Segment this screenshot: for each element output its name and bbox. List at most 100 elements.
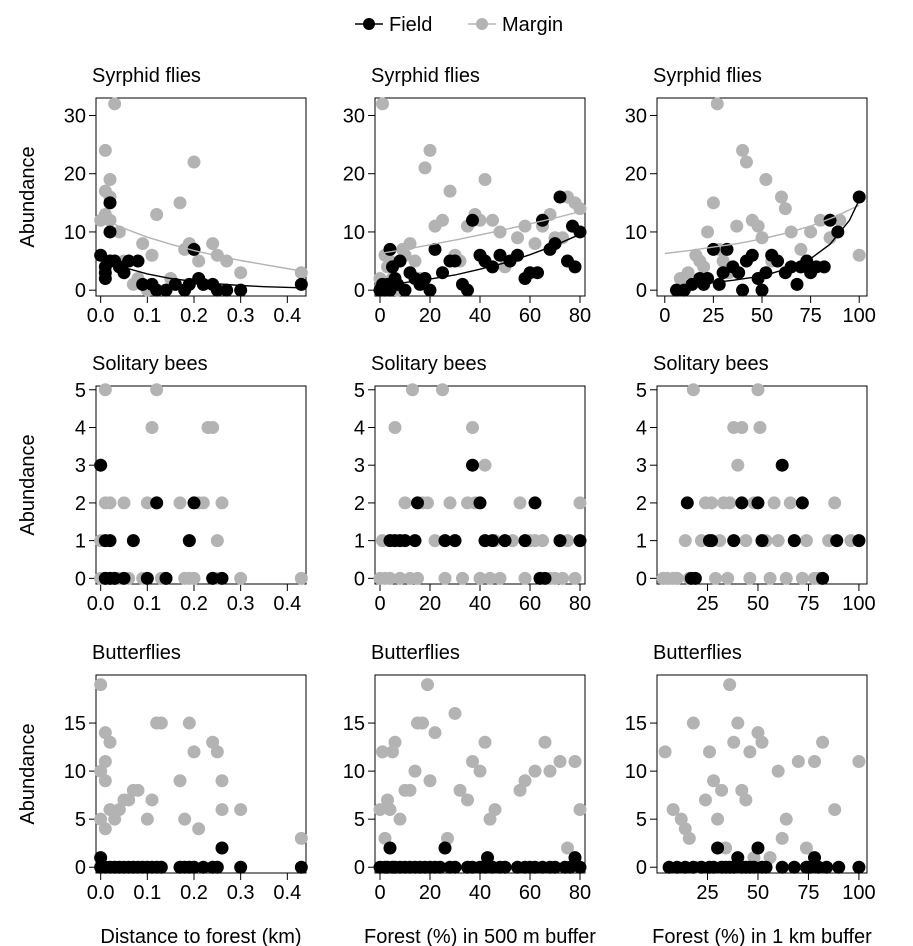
data-point-field xyxy=(140,571,154,585)
x-tick-label: 25 xyxy=(702,305,724,327)
data-point-margin xyxy=(438,571,452,585)
data-point-margin xyxy=(686,716,700,730)
x-axis-label: Forest (%) in 1 km buffer xyxy=(652,926,872,946)
data-point-field xyxy=(466,458,479,472)
y-tick-label: 15 xyxy=(625,713,647,735)
data-point-field xyxy=(234,283,248,297)
data-point-field xyxy=(759,860,773,874)
data-point-field xyxy=(150,496,164,510)
y-tick-label: 2 xyxy=(636,493,647,515)
data-point-margin xyxy=(488,803,502,817)
data-point-margin xyxy=(791,755,805,769)
x-tick-label: 0.2 xyxy=(180,593,208,615)
data-point-field xyxy=(701,272,715,286)
data-point-margin xyxy=(403,237,417,251)
data-point-field xyxy=(428,242,442,256)
data-point-margin xyxy=(150,207,164,221)
panel-title: Syrphid flies xyxy=(92,65,201,87)
data-point-field xyxy=(706,242,720,256)
data-point-margin xyxy=(715,783,729,797)
x-tick-label: 60 xyxy=(519,305,541,327)
y-tick-label: 3 xyxy=(636,455,647,477)
data-point-margin xyxy=(108,97,122,111)
data-point-margin xyxy=(573,803,587,817)
data-point-margin xyxy=(709,571,723,585)
data-point-margin xyxy=(206,237,220,251)
data-point-margin xyxy=(536,534,549,548)
data-point-margin xyxy=(759,173,773,187)
data-point-field xyxy=(220,283,234,297)
data-point-field xyxy=(126,534,140,548)
data-point-margin xyxy=(98,755,112,769)
y-tick-label: 10 xyxy=(343,761,365,783)
data-point-margin xyxy=(483,571,497,585)
data-point-margin xyxy=(816,735,830,749)
data-point-margin xyxy=(94,678,108,692)
data-point-field xyxy=(398,283,412,297)
data-point-margin xyxy=(513,783,527,797)
x-tick-label: 100 xyxy=(842,593,875,615)
data-point-margin xyxy=(145,248,159,262)
y-tick-label: 30 xyxy=(343,105,365,127)
x-tick-label: 40 xyxy=(469,305,491,327)
data-point-field xyxy=(210,283,224,297)
data-point-margin xyxy=(187,745,201,759)
x-tick-label: 0.2 xyxy=(180,882,208,904)
data-point-field xyxy=(573,534,587,548)
data-point-field xyxy=(817,260,831,274)
data-point-margin xyxy=(518,219,532,233)
data-point-margin xyxy=(408,254,422,268)
data-point-margin xyxy=(428,726,442,740)
x-tick-label: 25 xyxy=(696,593,718,615)
data-point-margin xyxy=(206,735,220,749)
data-point-field xyxy=(538,571,552,585)
data-point-margin xyxy=(799,841,813,855)
data-point-margin xyxy=(112,803,126,817)
data-point-margin xyxy=(795,571,809,585)
data-point-margin xyxy=(411,571,424,585)
x-tick-label: 0 xyxy=(374,593,385,615)
x-tick-label: 0.4 xyxy=(273,593,301,615)
data-point-field xyxy=(830,534,844,548)
data-point-margin xyxy=(739,155,753,169)
data-point-margin xyxy=(423,774,437,788)
y-tick-label: 10 xyxy=(64,761,86,783)
x-tick-label: 0 xyxy=(659,305,670,327)
data-point-margin xyxy=(711,812,725,826)
x-tick-label: 80 xyxy=(569,305,591,327)
data-point-margin xyxy=(182,716,196,730)
data-point-margin xyxy=(453,783,467,797)
data-point-margin xyxy=(403,783,417,797)
data-point-field xyxy=(196,860,210,874)
panel-frame xyxy=(374,385,586,585)
data-point-margin xyxy=(294,831,308,845)
data-point-margin xyxy=(783,496,797,510)
data-point-margin xyxy=(721,571,735,585)
data-point-margin xyxy=(103,496,117,510)
data-point-margin xyxy=(753,420,767,434)
data-point-margin xyxy=(670,571,684,585)
x-tick-label: 20 xyxy=(419,882,441,904)
data-point-margin xyxy=(393,571,407,585)
data-point-field xyxy=(566,219,579,233)
data-point-margin xyxy=(743,571,757,585)
data-point-margin xyxy=(698,793,712,807)
data-point-field xyxy=(771,254,785,268)
data-point-field xyxy=(775,458,789,472)
data-point-margin xyxy=(98,383,112,397)
data-point-margin xyxy=(739,793,753,807)
data-point-field xyxy=(383,841,397,855)
data-point-margin xyxy=(486,213,499,227)
data-point-field xyxy=(234,860,248,874)
panel-frame xyxy=(95,674,307,874)
y-tick-label: 30 xyxy=(625,105,647,127)
x-tick-label: 40 xyxy=(469,593,491,615)
data-point-margin xyxy=(408,764,422,778)
y-tick-label: 10 xyxy=(343,222,365,244)
data-point-margin xyxy=(804,225,818,239)
panel-solitary-bees-2: Solitary bees 0 20 40 60 80 0 1 2 3 4 5 xyxy=(354,353,591,615)
legend: Field Margin xyxy=(355,14,563,36)
data-point-margin xyxy=(743,745,757,759)
y-tick-label: 4 xyxy=(75,417,86,439)
data-point-margin xyxy=(681,266,695,280)
